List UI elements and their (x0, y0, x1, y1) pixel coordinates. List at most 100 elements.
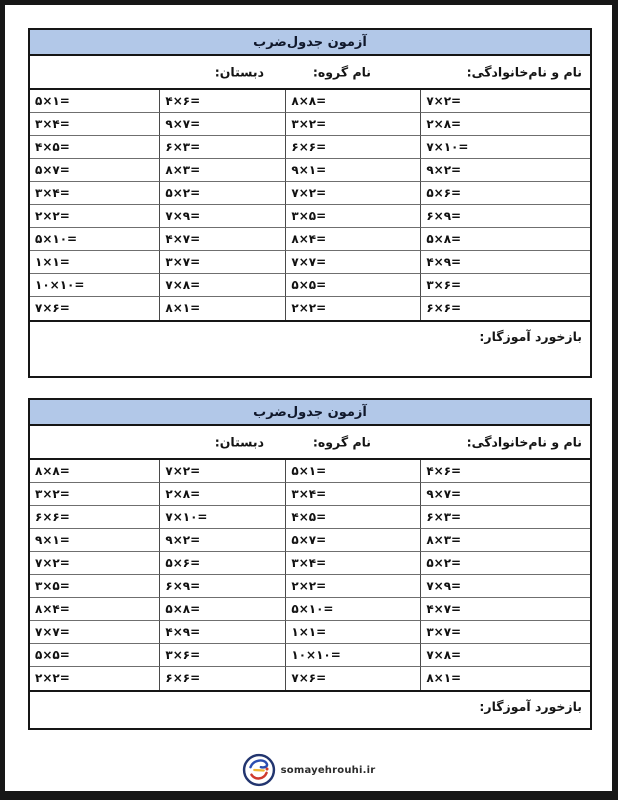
equation-cell: ۴×۹= (159, 621, 286, 644)
equation-cell: ۵×۶= (420, 182, 590, 205)
equation-cell: ۲×۲= (30, 205, 160, 228)
equation-cell: ۳×۴= (285, 552, 421, 575)
equation-cell: ۶×۶= (285, 136, 421, 159)
equation-cell: ۵×۵= (30, 644, 160, 667)
group-field-label: نام گروه: (312, 64, 371, 80)
equation-cell: ۳×۲= (30, 483, 160, 506)
equation-cell: ۵×۷= (30, 159, 160, 182)
equation-cell: ۸×۴= (30, 598, 160, 621)
equation-cell: ۷×۱۰= (159, 506, 286, 529)
equation-cell: ۵×۷= (285, 529, 421, 552)
name-field-label: نام و نام‌خانوادگی: (466, 434, 582, 450)
group-field-label: نام گروه: (312, 434, 371, 450)
equation-cell: ۳×۵= (285, 205, 421, 228)
somayehrouhi-logo-icon (242, 753, 275, 787)
equation-cell: ۴×۷= (420, 598, 590, 621)
equation-cell: ۸×۳= (420, 529, 590, 552)
equation-cell: ۲×۲= (285, 575, 421, 598)
equation-cell: ۷×۲= (420, 90, 590, 113)
equation-cell: ۶×۳= (420, 506, 590, 529)
equation-cell: ۵×۱۰= (285, 598, 421, 621)
quiz-table-2: آزمون جدول‌ضرب نام و نام‌خانوادگی: نام گ… (28, 398, 592, 730)
equation-cell: ۴×۶= (420, 460, 590, 483)
equation-cell: ۹×۷= (159, 113, 286, 136)
equation-cell: ۳×۶= (159, 644, 286, 667)
meta-row: نام و نام‌خانوادگی: نام گروه: دبستان: (30, 426, 590, 460)
equation-cell: ۳×۷= (159, 251, 286, 274)
equation-cell: ۵×۶= (159, 552, 286, 575)
feedback-label: بازخورد آموزگار: (479, 329, 582, 344)
equation-cell: ۱۰×۱۰= (285, 644, 421, 667)
equation-cell: ۸×۳= (159, 159, 286, 182)
equation-cell: ۵×۸= (420, 228, 590, 251)
equation-cell: ۳×۶= (420, 274, 590, 297)
equation-cell: ۷×۶= (35, 301, 70, 315)
equation-cell: ۳×۴= (30, 182, 160, 205)
equation-cell: ۳×۲= (285, 113, 421, 136)
equation-cell: ۳×۵= (30, 575, 160, 598)
equation-cell: ۶×۶= (420, 297, 590, 320)
equation-cell: ۵×۸= (159, 598, 286, 621)
site-url: somayehrouhi.ir (280, 764, 376, 776)
feedback-label: بازخورد آموزگار: (479, 699, 582, 714)
equation-cell: ۷×۷= (30, 621, 160, 644)
equation-cell: ۷×۶= (285, 667, 420, 690)
equation-cell: ۷×۹= (420, 575, 590, 598)
equation-cell: ۴×۵= (285, 506, 421, 529)
equation-cell: ۷×۲= (30, 552, 160, 575)
equation-cell: ۷×۸= (420, 644, 590, 667)
table-title-bar: آزمون جدول‌ضرب (30, 30, 590, 56)
equation-cell: ۱×۱= (30, 251, 160, 274)
equation-cell: ۸×۸= (30, 460, 160, 483)
equation-cell: ۸×۱= (159, 297, 285, 320)
equation-cell: ۸×۸= (285, 90, 421, 113)
equation-cell: ۹×۱= (30, 529, 160, 552)
equation-cell: ۴×۷= (159, 228, 286, 251)
quiz-table-1: آزمون جدول‌ضرب نام و نام‌خانوادگی: نام گ… (28, 28, 592, 378)
equation-cell: ۷×۷= (285, 251, 421, 274)
equation-cell: ۹×۲= (420, 159, 590, 182)
feedback-row: بازخورد آموزگار: (30, 320, 590, 376)
equation-cell: ۵×۱۰= (30, 228, 160, 251)
meta-row: نام و نام‌خانوادگی: نام گروه: دبستان: (30, 56, 590, 90)
equation-cell: ۵×۵= (285, 274, 421, 297)
equation-cell: ۲×۲= (285, 297, 420, 320)
site-footer: somayehrouhi.ir (5, 751, 612, 789)
equation-cell: ۹×۲= (159, 529, 286, 552)
equation-cell: ۳×۷= (420, 621, 590, 644)
equation-cell: ۲×۲= (35, 671, 70, 685)
equation-cell: ۶×۶= (30, 506, 160, 529)
equation-cell: ۷×۸= (159, 274, 286, 297)
equation-cell: ۴×۶= (159, 90, 286, 113)
equation-cell: ۶×۳= (159, 136, 286, 159)
name-field-label: نام و نام‌خانوادگی: (466, 64, 582, 80)
equation-cell: ۸×۱= (420, 667, 590, 690)
equation-grid: ۴×۶= ۵×۱= ۷×۲= ۸×۸= ۹×۷= ۳×۴= ۲×۸= ۳×۲= ۶×۳= ۴×۵=… (30, 460, 590, 690)
equation-cell: ۷×۲= (285, 182, 421, 205)
equation-cell: ۷×۹= (159, 205, 286, 228)
equation-cell: ۶×۶= (159, 667, 285, 690)
table-title-bar: آزمون جدول‌ضرب (30, 400, 590, 426)
equation-cell: ۴×۹= (420, 251, 590, 274)
table-title: آزمون جدول‌ضرب (253, 34, 367, 50)
equation-cell: ۹×۱= (285, 159, 421, 182)
equation-cell: ۱×۱= (285, 621, 421, 644)
equation-cell: ۳×۴= (30, 113, 160, 136)
equation-cell: ۲×۸= (420, 113, 590, 136)
school-field-label: دبستان: (214, 64, 264, 80)
feedback-row: بازخورد آموزگار: (30, 690, 590, 728)
equation-cell: ۶×۹= (420, 205, 590, 228)
equation-cell: ۱۰×۱۰= (30, 274, 160, 297)
equation-cell: ۵×۱= (30, 90, 160, 113)
equation-cell: ۵×۲= (420, 552, 590, 575)
equation-cell: ۲×۸= (159, 483, 286, 506)
equation-cell: ۷×۲= (159, 460, 286, 483)
equation-cell: ۴×۵= (30, 136, 160, 159)
equation-cell: ۸×۴= (285, 228, 421, 251)
page-content: آزمون جدول‌ضرب نام و نام‌خانوادگی: نام گ… (5, 5, 612, 730)
school-field-label: دبستان: (214, 434, 264, 450)
equation-cell: ۷×۱۰= (420, 136, 590, 159)
equation-cell: ۵×۱= (285, 460, 421, 483)
equation-cell: ۳×۴= (285, 483, 421, 506)
